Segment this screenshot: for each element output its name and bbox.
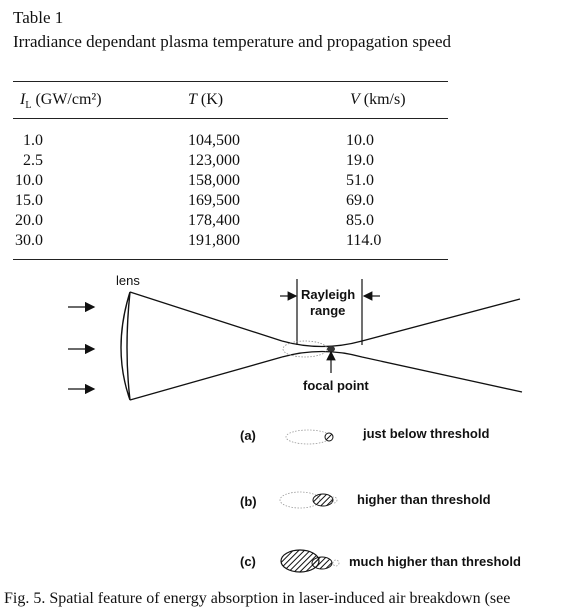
case-c-plasma-icon — [280, 549, 340, 573]
table-cell: 104,500 — [188, 132, 240, 149]
incident-beam-arrows — [68, 301, 96, 395]
table-cell: 1.0 — [23, 132, 43, 149]
figure-caption: Fig. 5. Spatial feature of energy absorp… — [4, 590, 511, 607]
table-cell: 178,400 — [188, 212, 240, 229]
table-top-rule — [13, 81, 448, 82]
table-cell: 114.0 — [346, 232, 382, 249]
table-cell: 51.0 — [346, 172, 374, 189]
case-b-tag: (b) — [240, 494, 257, 509]
table-cell: 10.0 — [15, 172, 43, 189]
table-cell: 158,000 — [188, 172, 240, 189]
case-a-plasma-icon — [285, 429, 334, 445]
focal-point-label: focal point — [303, 378, 369, 393]
table-cell: 30.0 — [15, 232, 43, 249]
table-cell: 15.0 — [15, 192, 43, 209]
table-label: Table 1 — [13, 8, 64, 27]
table-cell: 191,800 — [188, 232, 240, 249]
table-cell: 85.0 — [346, 212, 374, 229]
column-header-speed: V (km/s) — [350, 91, 406, 108]
table-cell: 123,000 — [188, 152, 240, 169]
case-c-tag: (c) — [240, 554, 256, 569]
table-bottom-rule — [13, 259, 448, 260]
table-header-rule — [13, 118, 448, 119]
rayleigh-label-line1: Rayleigh — [301, 287, 356, 302]
lens-icon — [120, 291, 131, 401]
table-cell: 19.0 — [346, 152, 374, 169]
rayleigh-label-line2: range — [310, 303, 346, 318]
table-cell: 2.5 — [23, 152, 43, 169]
column-header-temperature: T (K) — [188, 91, 224, 108]
lens-label: lens — [116, 273, 140, 288]
table-cell: 20.0 — [15, 212, 43, 229]
case-a-tag: (a) — [240, 428, 256, 443]
table-title: Irradiance dependant plasma temperature … — [13, 32, 452, 51]
case-a-description: just below threshold — [363, 426, 490, 441]
table-cell: 10.0 — [346, 132, 374, 149]
rayleigh-range-markers — [280, 279, 380, 345]
case-b-description: higher than threshold — [357, 492, 491, 507]
case-c-description: much higher than threshold — [349, 554, 521, 569]
focal-plasma-sketch — [282, 340, 335, 358]
laser-breakdown-figure — [68, 279, 523, 573]
case-b-plasma-icon — [279, 491, 338, 509]
table-cell: 169,500 — [188, 192, 240, 209]
column-header-irradiance: IL (GW/cm²) — [20, 91, 102, 112]
table-cell: 69.0 — [346, 192, 374, 209]
